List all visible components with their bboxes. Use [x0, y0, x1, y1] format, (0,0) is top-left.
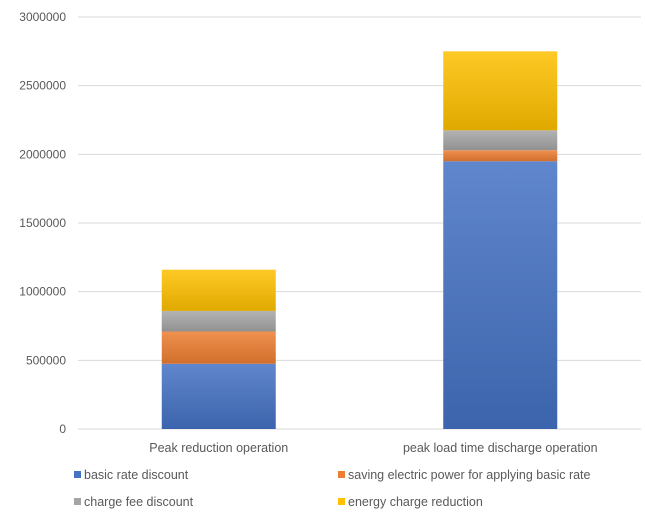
- y-tick-label: 2500000: [19, 79, 66, 93]
- bar-segment-charge-fee-discount: [161, 310, 276, 332]
- bar-segment-energy-charge-reduction: [161, 269, 276, 311]
- x-category-label: peak load time discharge operation: [403, 441, 598, 455]
- legend-swatch: [74, 471, 81, 478]
- legend-swatch: [74, 498, 81, 505]
- bar-segment-saving-electric-power-for-applying-basic-rate: [443, 150, 558, 162]
- legend: basic rate discount saving electric power…: [74, 468, 591, 509]
- y-tick-label: 2000000: [19, 147, 66, 161]
- bar-segment-basic-rate-discount: [443, 161, 558, 429]
- x-category-label: Peak reduction operation: [149, 441, 288, 455]
- legend-swatch: [338, 471, 345, 478]
- y-axis-tick-labels: 0 500000 1000000 1500000 2000000 2500000 30000…: [19, 10, 66, 436]
- y-tick-label: 3000000: [19, 10, 66, 24]
- y-tick-label: 0: [59, 422, 66, 436]
- bar-segment-charge-fee-discount: [443, 130, 558, 151]
- legend-swatch: [338, 498, 345, 505]
- legend-label: basic rate discount: [84, 468, 189, 482]
- legend-label: charge fee discount: [84, 495, 194, 509]
- bar-segment-saving-electric-power-for-applying-basic-rate: [161, 331, 276, 364]
- y-tick-label: 1500000: [19, 216, 66, 230]
- legend-label: saving electric power for applying basic…: [348, 468, 591, 482]
- bars: [161, 51, 558, 429]
- legend-label: energy charge reduction: [348, 495, 483, 509]
- y-tick-label: 1000000: [19, 285, 66, 299]
- bar-segment-energy-charge-reduction: [443, 51, 558, 131]
- bar-segment-basic-rate-discount: [161, 363, 276, 429]
- y-tick-label: 500000: [26, 353, 66, 367]
- x-axis-category-labels: Peak reduction operation peak load time d…: [149, 441, 597, 455]
